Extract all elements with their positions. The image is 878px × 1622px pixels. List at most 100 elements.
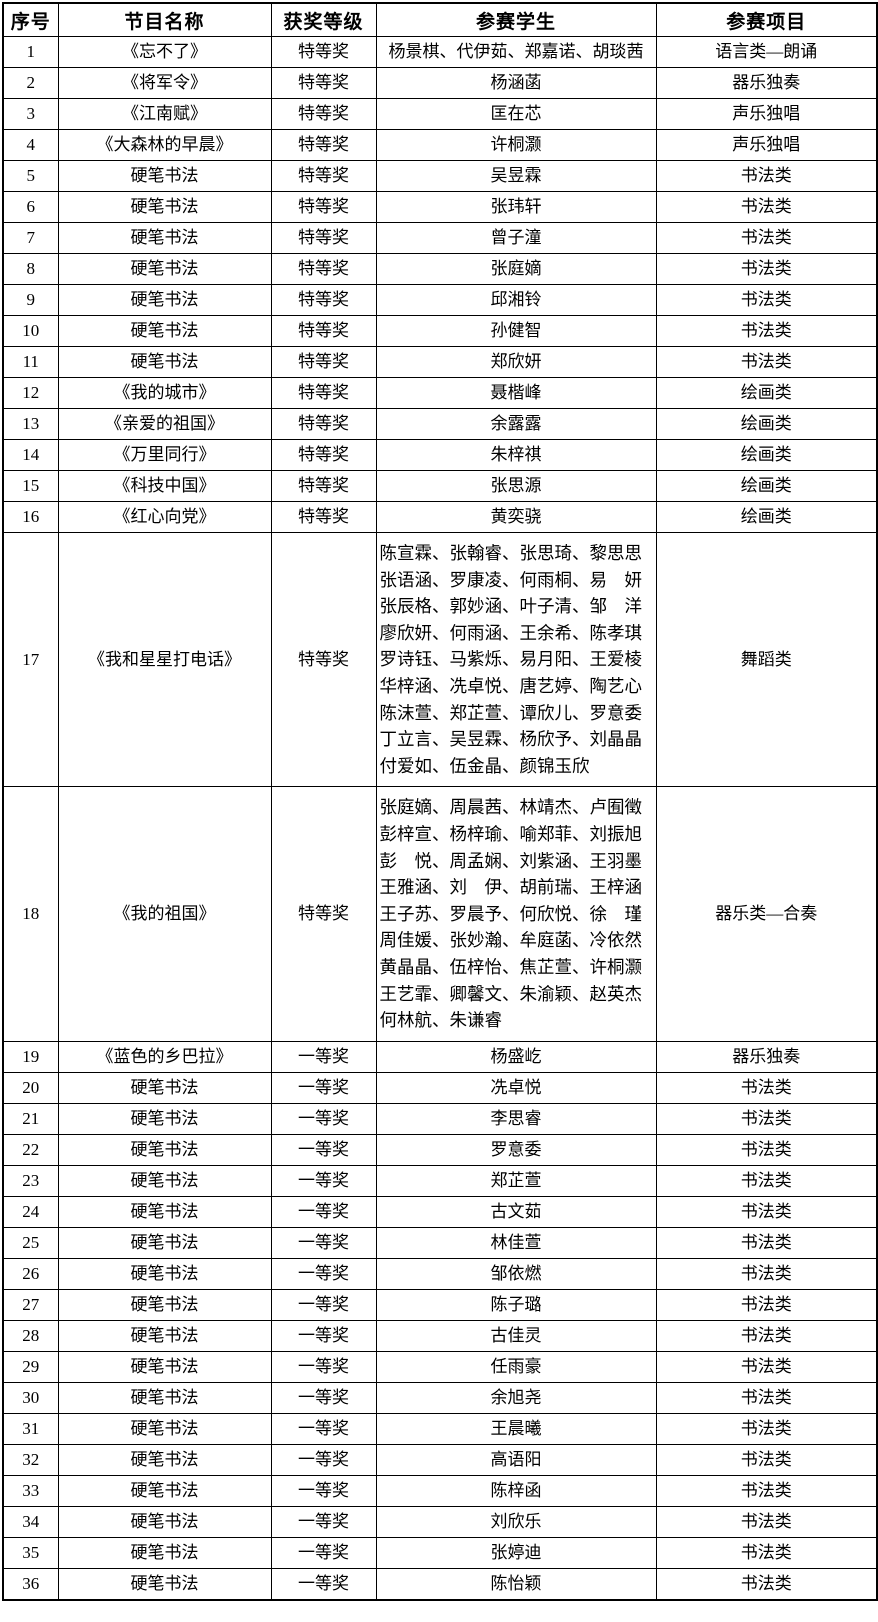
cell-category: 书法类 xyxy=(655,1474,878,1507)
cell-no: 35 xyxy=(2,1536,59,1569)
cell-students: 孙健智 xyxy=(375,315,657,347)
cell-no: 18 xyxy=(2,786,59,1042)
table-row: 17 《我和星星打电话》 特等奖 陈宣霖、张翰睿、张思琦、黎思思 张语涵、罗康凌… xyxy=(2,531,878,788)
cell-students: 曾子潼 xyxy=(375,222,657,254)
table-row: 18 《我的祖国》 特等奖 张庭嫡、周晨茜、林靖杰、卢囿徵 彭梓宣、杨梓瑜、喻郑… xyxy=(2,786,878,1042)
cell-no: 19 xyxy=(2,1040,59,1073)
cell-award: 一等奖 xyxy=(270,1071,377,1104)
table-row: 21 硬笔书法 一等奖 李思睿 书法类 xyxy=(2,1102,878,1135)
cell-category: 绘画类 xyxy=(655,501,878,533)
column-header-no: 序号 xyxy=(2,2,59,37)
cell-students: 余露露 xyxy=(375,408,657,440)
cell-category: 书法类 xyxy=(655,1226,878,1259)
cell-award: 一等奖 xyxy=(270,1443,377,1476)
cell-category: 书法类 xyxy=(655,346,878,378)
cell-no: 23 xyxy=(2,1164,59,1197)
cell-category: 书法类 xyxy=(655,253,878,285)
cell-award: 一等奖 xyxy=(270,1164,377,1197)
cell-no: 3 xyxy=(2,98,59,130)
cell-category: 书法类 xyxy=(655,1381,878,1414)
cell-category: 书法类 xyxy=(655,1257,878,1290)
cell-program: 《将军令》 xyxy=(57,67,272,99)
table-row: 22 硬笔书法 一等奖 罗意委 书法类 xyxy=(2,1133,878,1166)
cell-program: 硬笔书法 xyxy=(57,1350,272,1383)
cell-program: 硬笔书法 xyxy=(57,1443,272,1476)
cell-award: 特等奖 xyxy=(270,191,377,223)
cell-no: 16 xyxy=(2,501,59,533)
cell-program: 《忘不了》 xyxy=(57,36,272,68)
cell-no: 25 xyxy=(2,1226,59,1259)
cell-category: 器乐独奏 xyxy=(655,1040,878,1073)
table-row: 27 硬笔书法 一等奖 陈子璐 书法类 xyxy=(2,1288,878,1321)
cell-program: 硬笔书法 xyxy=(57,1567,272,1601)
cell-award: 一等奖 xyxy=(270,1195,377,1228)
cell-category: 书法类 xyxy=(655,284,878,316)
cell-no: 10 xyxy=(2,315,59,347)
cell-award: 特等奖 xyxy=(270,786,377,1042)
cell-program: 《我和星星打电话》 xyxy=(57,531,272,788)
cell-program: 硬笔书法 xyxy=(57,1381,272,1414)
cell-category: 舞蹈类 xyxy=(655,531,878,788)
cell-program: 硬笔书法 xyxy=(57,1071,272,1104)
cell-award: 特等奖 xyxy=(270,439,377,471)
cell-students: 郑欣妍 xyxy=(375,346,657,378)
cell-no: 13 xyxy=(2,408,59,440)
cell-no: 27 xyxy=(2,1288,59,1321)
cell-award: 一等奖 xyxy=(270,1257,377,1290)
column-header-award: 获奖等级 xyxy=(270,2,377,37)
table-row: 5 硬笔书法 特等奖 吴昱霖 书法类 xyxy=(2,160,878,192)
cell-category: 书法类 xyxy=(655,315,878,347)
cell-award: 一等奖 xyxy=(270,1381,377,1414)
table-row: 12 《我的城市》 特等奖 聂楷峰 绘画类 xyxy=(2,377,878,409)
cell-students: 陈梓函 xyxy=(375,1474,657,1507)
cell-category: 绘画类 xyxy=(655,470,878,502)
table-row: 30 硬笔书法 一等奖 余旭尧 书法类 xyxy=(2,1381,878,1414)
cell-award: 特等奖 xyxy=(270,284,377,316)
cell-students: 罗意委 xyxy=(375,1133,657,1166)
cell-award: 一等奖 xyxy=(270,1350,377,1383)
cell-students: 张思源 xyxy=(375,470,657,502)
cell-no: 15 xyxy=(2,470,59,502)
cell-category: 书法类 xyxy=(655,1133,878,1166)
cell-program: 硬笔书法 xyxy=(57,1505,272,1538)
cell-award: 一等奖 xyxy=(270,1536,377,1569)
cell-category: 器乐类—合奏 xyxy=(655,786,878,1042)
cell-students: 陈宣霖、张翰睿、张思琦、黎思思 张语涵、罗康凌、何雨桐、易 妍 张辰格、郭妙涵、… xyxy=(375,531,657,788)
cell-no: 20 xyxy=(2,1071,59,1104)
cell-no: 14 xyxy=(2,439,59,471)
cell-program: 硬笔书法 xyxy=(57,1164,272,1197)
table-row: 14 《万里同行》 特等奖 朱梓祺 绘画类 xyxy=(2,439,878,471)
cell-students: 张庭嫡 xyxy=(375,253,657,285)
cell-category: 声乐独唱 xyxy=(655,98,878,130)
cell-students: 邱湘铃 xyxy=(375,284,657,316)
cell-no: 12 xyxy=(2,377,59,409)
cell-students: 冼卓悦 xyxy=(375,1071,657,1104)
cell-award: 一等奖 xyxy=(270,1102,377,1135)
cell-no: 29 xyxy=(2,1350,59,1383)
column-header-program: 节目名称 xyxy=(57,2,272,37)
cell-award: 一等奖 xyxy=(270,1133,377,1166)
cell-students: 余旭尧 xyxy=(375,1381,657,1414)
cell-category: 器乐独奏 xyxy=(655,67,878,99)
cell-award: 特等奖 xyxy=(270,160,377,192)
cell-students: 郑芷萱 xyxy=(375,1164,657,1197)
table-row: 31 硬笔书法 一等奖 王晨曦 书法类 xyxy=(2,1412,878,1445)
cell-category: 书法类 xyxy=(655,1443,878,1476)
cell-students: 张婷迪 xyxy=(375,1536,657,1569)
cell-award: 一等奖 xyxy=(270,1412,377,1445)
cell-program: 《万里同行》 xyxy=(57,439,272,471)
cell-students: 陈子璐 xyxy=(375,1288,657,1321)
cell-no: 28 xyxy=(2,1319,59,1352)
cell-students: 任雨豪 xyxy=(375,1350,657,1383)
cell-category: 绘画类 xyxy=(655,439,878,471)
cell-program: 《大森林的早晨》 xyxy=(57,129,272,161)
table-row: 13 《亲爱的祖国》 特等奖 余露露 绘画类 xyxy=(2,408,878,440)
cell-students: 王晨曦 xyxy=(375,1412,657,1445)
table-row: 11 硬笔书法 特等奖 郑欣妍 书法类 xyxy=(2,346,878,378)
cell-no: 2 xyxy=(2,67,59,99)
table-row: 26 硬笔书法 一等奖 邹依燃 书法类 xyxy=(2,1257,878,1290)
table-row: 8 硬笔书法 特等奖 张庭嫡 书法类 xyxy=(2,253,878,285)
table-row: 23 硬笔书法 一等奖 郑芷萱 书法类 xyxy=(2,1164,878,1197)
cell-award: 特等奖 xyxy=(270,253,377,285)
